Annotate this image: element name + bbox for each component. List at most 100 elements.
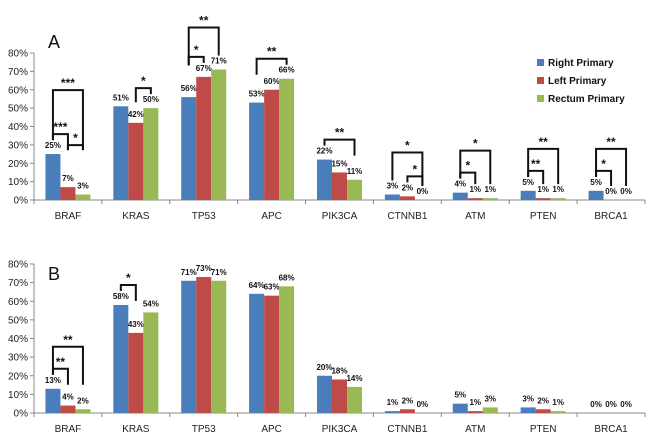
data-label: 7% <box>62 174 74 183</box>
data-label: 53% <box>249 90 265 99</box>
data-label: 18% <box>331 366 347 375</box>
bar-left-primary <box>128 122 144 200</box>
panel-b: 0% 10% 20% 30% 40% 50% 60% 70% 80% BRAF KRAS TP53 AP… <box>8 260 646 435</box>
significance-stars: * <box>465 159 470 173</box>
data-label: 14% <box>346 374 362 383</box>
data-label: 0% <box>417 400 429 409</box>
data-label: 64% <box>249 281 265 290</box>
y-tick-label: 0% <box>14 409 29 420</box>
data-label: 43% <box>128 320 144 329</box>
bar-left-primary <box>264 89 280 200</box>
panel-label: B <box>48 264 60 284</box>
significance-bracket <box>595 147 628 186</box>
data-label: 5% <box>590 178 602 187</box>
data-label: 2% <box>402 183 414 192</box>
significance-stars: ** <box>531 157 541 171</box>
bar-left-primary <box>196 76 212 200</box>
data-label: 3% <box>522 394 534 403</box>
panel-a: 0%10%20%30%40%50%60%70%80%BRAF KRAS TP53 AP… <box>8 14 646 222</box>
data-label: 22% <box>316 147 332 156</box>
data-label: 11% <box>347 167 363 176</box>
y-tick-label: 50% <box>8 104 28 115</box>
significance-stars: *** <box>61 76 75 90</box>
bar-right-primary <box>181 97 197 200</box>
bar-left-primary <box>535 198 551 200</box>
significance-bracket <box>66 144 84 151</box>
data-label: 0% <box>620 187 632 196</box>
bar-right-primary <box>249 293 265 413</box>
bar-right-primary <box>452 403 468 413</box>
bar-right-primary <box>520 190 536 200</box>
bar-rectum-primary <box>482 198 498 200</box>
y-tick-label: 0% <box>14 196 29 207</box>
data-label: 56% <box>181 84 197 93</box>
significance-stars: * <box>194 43 199 57</box>
x-category-label: BRAF <box>55 424 82 435</box>
y-tick-label: 80% <box>8 49 28 60</box>
data-label: 58% <box>113 292 129 301</box>
data-label: 0% <box>605 400 617 409</box>
bar-left-primary <box>128 332 144 413</box>
data-label: 2% <box>402 396 414 405</box>
bar-left-primary <box>60 187 76 200</box>
x-category-label: PIK3CA <box>322 211 358 222</box>
significance-stars: * <box>601 157 606 171</box>
bar-right-primary <box>520 407 536 413</box>
data-label: 0% <box>620 400 632 409</box>
significance-bracket <box>459 149 492 185</box>
bar-right-primary <box>249 102 265 200</box>
bar-rectum-primary <box>211 280 227 413</box>
bar-rectum-primary <box>550 198 566 200</box>
legend-swatch <box>537 59 544 66</box>
data-label: 1% <box>552 398 564 407</box>
data-label: 67% <box>196 64 212 73</box>
bar-right-primary <box>181 280 197 413</box>
data-label: 66% <box>279 66 295 75</box>
bar-left-primary <box>196 277 212 413</box>
data-label: 3% <box>484 394 496 403</box>
y-tick-label: 50% <box>8 315 28 326</box>
significance-bracket <box>323 138 356 156</box>
bar-right-primary <box>113 304 129 413</box>
bar-left-primary <box>535 409 551 413</box>
data-label: 1% <box>552 185 564 194</box>
significance-stars: * <box>405 138 410 152</box>
significance-stars: ** <box>606 135 616 149</box>
y-tick-label: 40% <box>8 334 28 345</box>
significance-stars: * <box>413 162 418 176</box>
x-category-label: KRAS <box>122 211 150 222</box>
bar-right-primary <box>384 411 400 413</box>
data-label: 5% <box>522 178 534 187</box>
significance-bracket <box>391 151 424 186</box>
x-category-label: TP53 <box>192 424 216 435</box>
data-label: 25% <box>45 141 61 150</box>
bar-rectum-primary <box>550 411 566 413</box>
legend-swatch <box>537 77 544 84</box>
x-category-label: KRAS <box>122 424 150 435</box>
data-label: 63% <box>264 283 280 292</box>
bar-left-primary <box>332 172 347 200</box>
x-category-label: ATM <box>465 424 485 435</box>
data-label: 71% <box>181 268 197 277</box>
significance-stars: ** <box>63 333 73 347</box>
significance-stars: * <box>73 131 78 145</box>
data-label: 51% <box>113 93 129 102</box>
data-label: 2% <box>537 396 549 405</box>
data-label: 4% <box>62 393 74 402</box>
bar-rectum-primary <box>211 69 227 200</box>
x-category-label: BRCA1 <box>594 424 628 435</box>
significance-bracket <box>119 283 137 301</box>
bar-left-primary <box>399 409 415 413</box>
data-label: 68% <box>279 273 295 282</box>
legend-entry: Left Primary <box>548 76 607 87</box>
legend-entry: Rectum Primary <box>548 94 625 105</box>
bar-right-primary <box>45 154 61 200</box>
y-tick-label: 10% <box>8 177 28 188</box>
significance-stars: ** <box>538 135 548 149</box>
x-category-label: PTEN <box>530 424 557 435</box>
bar-rectum-primary <box>143 312 159 413</box>
significance-bracket <box>187 26 220 66</box>
x-category-label: PIK3CA <box>322 424 358 435</box>
x-category-label: TP53 <box>192 211 216 222</box>
